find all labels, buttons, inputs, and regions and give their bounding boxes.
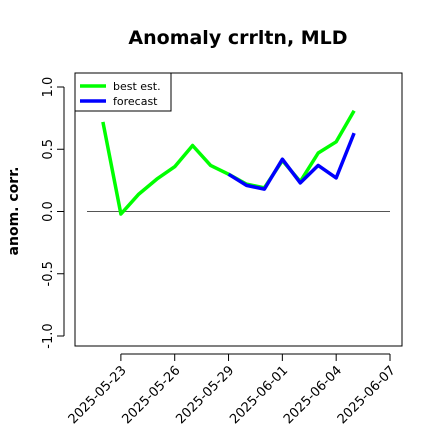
legend-label-best-est: best est. xyxy=(113,80,161,93)
y-tick-label: 0.5 xyxy=(41,139,56,160)
legend-box xyxy=(74,72,172,112)
series-line-best-est xyxy=(101,109,356,216)
plot-frame xyxy=(74,72,403,347)
x-tick-label: 2025-06-07 xyxy=(335,363,399,427)
y-tick-label: -1.0 xyxy=(41,323,56,348)
y-tick-label: -0.5 xyxy=(41,261,56,286)
y-tick-label: 1.0 xyxy=(41,77,56,98)
series-line-forecast xyxy=(227,132,356,191)
chart-title: Anomaly crrltn, MLD xyxy=(128,27,347,49)
legend: best est. forecast xyxy=(74,72,172,112)
legend-label-forecast: forecast xyxy=(113,95,158,108)
y-tick-label: 0.0 xyxy=(41,201,56,222)
y-axis-label: anom. corr. xyxy=(6,167,22,256)
